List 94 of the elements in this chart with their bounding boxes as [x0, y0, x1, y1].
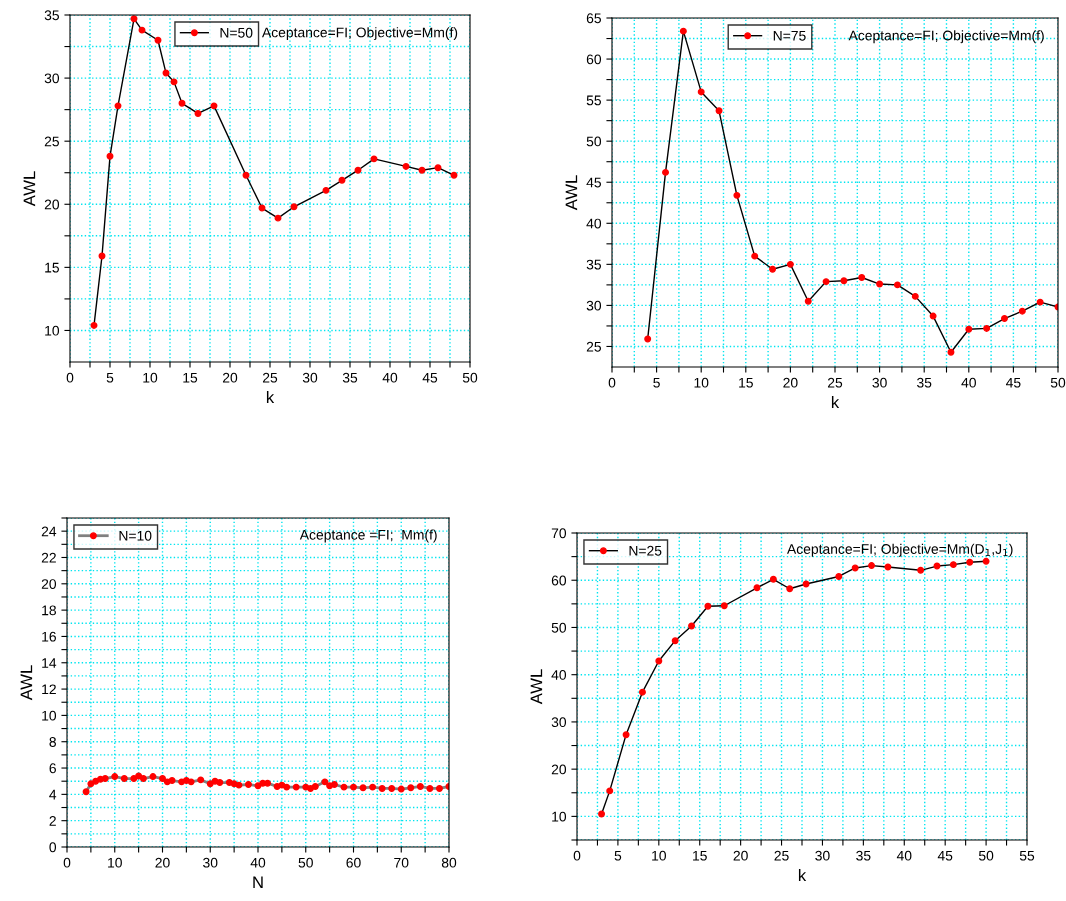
y-tick-label: 20: [44, 199, 60, 210]
x-axis-title: N: [253, 876, 263, 888]
x-tick-label: 20: [222, 372, 238, 383]
x-tick-label: 25: [262, 372, 278, 383]
y-tick-label: 50: [551, 622, 567, 633]
y-tick-label: 20: [551, 764, 567, 775]
annotation: Aceptance =FI; Mm(f): [299, 529, 437, 543]
y-tick-label: 35: [586, 259, 601, 270]
y-tick-label: 60: [586, 54, 602, 65]
y-axis-title: AWL: [23, 171, 36, 207]
x-tick-label: 10: [652, 850, 666, 861]
y-tick-label: 8: [49, 737, 56, 747]
x-tick-label: 50: [298, 857, 313, 868]
x-tick-label: 0: [63, 857, 71, 868]
y-tick-label: 16: [42, 631, 56, 642]
x-tick-label: 45: [937, 850, 953, 861]
y-tick-label: 10: [42, 710, 57, 721]
y-tick-label: 65: [586, 13, 601, 24]
x-tick-label: 30: [872, 377, 887, 388]
y-tick-label: 40: [551, 670, 567, 680]
x-tick-label: 60: [346, 857, 361, 868]
x-tick-label: 10: [143, 372, 158, 383]
y-tick-label: 20: [41, 579, 57, 589]
x-tick-label: 15: [693, 850, 707, 861]
x-tick-label: 20: [733, 850, 748, 861]
y-tick-label: 25: [44, 136, 59, 147]
x-tick-label: 50: [978, 850, 994, 861]
x-tick-label: 20: [155, 857, 170, 868]
y-tick-label: 30: [551, 717, 567, 728]
y-axis-title: AWL: [20, 665, 33, 701]
y-tick-label: 15: [45, 262, 59, 273]
x-tick-label: 35: [856, 850, 871, 861]
x-tick-label: 55: [1019, 850, 1035, 861]
y-tick-label: 60: [551, 575, 567, 586]
y-tick-label: 40: [586, 218, 602, 229]
y-axis-title: AWL: [530, 669, 543, 705]
x-tick-label: 30: [203, 857, 218, 868]
x-tick-label: 80: [441, 857, 457, 868]
y-tick-label: 55: [586, 95, 601, 106]
x-tick-label: 30: [815, 850, 830, 861]
annotation: Aceptance=FI; Objective=Mm(D$_{1}$,J$_{1}$): [787, 543, 1013, 557]
x-tick-label: 25: [827, 377, 843, 388]
x-tick-label: 10: [694, 377, 709, 388]
y-tick-label: 25: [586, 341, 601, 352]
x-tick-label: 40: [896, 850, 912, 861]
x-axis-title: k: [798, 868, 807, 881]
x-tick-label: 45: [1006, 377, 1021, 388]
x-axis-title: k: [831, 395, 840, 408]
x-tick-label: 20: [783, 377, 798, 388]
annotation: Aceptance=FI; Objective=Mm(f): [261, 27, 458, 41]
annotation: Aceptance=FI; Objective=Mm(f): [848, 30, 1044, 44]
y-tick-label: 10: [552, 811, 567, 822]
x-tick-label: 10: [108, 857, 122, 868]
legend-label: N=10: [119, 530, 152, 541]
y-tick-label: 14: [42, 658, 57, 668]
x-tick-label: 40: [961, 377, 976, 388]
x-tick-label: 15: [183, 372, 198, 383]
x-tick-label: 50: [1050, 377, 1066, 388]
x-tick-label: 30: [302, 372, 318, 383]
y-tick-label: 45: [586, 177, 601, 188]
x-axis-title: k: [266, 390, 275, 403]
x-tick-label: 0: [66, 372, 74, 383]
y-tick-label: 6: [49, 763, 56, 774]
y-axis-title: AWL: [565, 175, 578, 211]
x-tick-label: 5: [614, 850, 622, 861]
x-tick-label: 25: [774, 850, 789, 861]
x-tick-label: 50: [462, 372, 478, 383]
y-tick-label: 4: [49, 789, 57, 800]
y-tick-label: 30: [586, 300, 602, 311]
x-tick-label: 40: [250, 857, 266, 868]
legend-label: N=50: [220, 27, 253, 38]
y-tick-label: 35: [44, 10, 59, 21]
x-tick-label: 35: [917, 377, 932, 388]
x-tick-label: 40: [382, 372, 398, 383]
y-tick-label: 2: [49, 816, 56, 826]
x-tick-label: 0: [608, 377, 616, 388]
x-tick-label: 5: [106, 372, 114, 383]
legend-label: N=75: [773, 31, 806, 41]
y-tick-label: 22: [41, 552, 56, 563]
y-tick-label: 24: [41, 526, 57, 537]
x-tick-label: 45: [422, 372, 438, 383]
y-tick-label: 70: [551, 528, 567, 539]
y-tick-label: 0: [49, 842, 57, 853]
y-tick-label: 10: [45, 325, 60, 336]
x-tick-label: 0: [573, 850, 581, 861]
x-tick-label: 15: [739, 377, 753, 388]
x-tick-label: 35: [342, 372, 358, 383]
y-tick-label: 12: [42, 684, 56, 695]
legend-label: N=25: [629, 545, 662, 556]
y-tick-label: 50: [586, 136, 602, 147]
y-tick-label: 18: [42, 605, 56, 616]
x-tick-label: 70: [394, 857, 409, 868]
y-tick-label: 30: [44, 73, 60, 84]
x-tick-label: 5: [653, 377, 660, 388]
